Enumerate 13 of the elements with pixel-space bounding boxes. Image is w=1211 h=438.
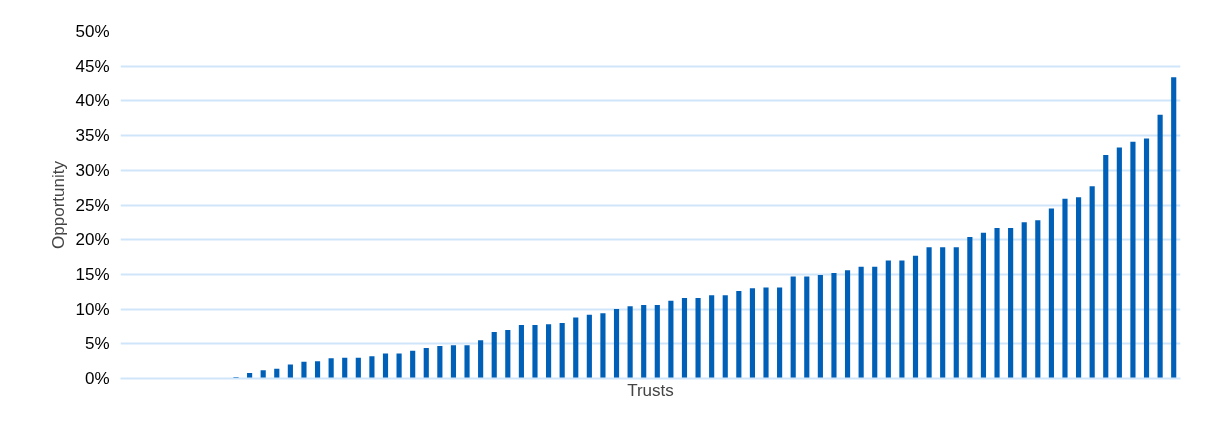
y-tick-label: 15% <box>75 264 110 284</box>
y-tick-label: 45% <box>75 56 110 76</box>
y-tick-label: 25% <box>75 195 110 215</box>
y-tick-label: 10% <box>75 299 110 319</box>
y-tick-label: 35% <box>75 126 110 146</box>
y-axis-title: Opportunity <box>49 160 69 249</box>
y-tick-label: 20% <box>75 230 110 250</box>
y-tick-label: 30% <box>75 160 110 180</box>
x-axis-title: Trusts <box>627 380 674 400</box>
y-tick-label: 50% <box>75 22 110 41</box>
y-tick-label: 40% <box>75 91 110 111</box>
y-tick-label: 5% <box>84 334 110 354</box>
y-tick-label: 0% <box>84 369 110 388</box>
